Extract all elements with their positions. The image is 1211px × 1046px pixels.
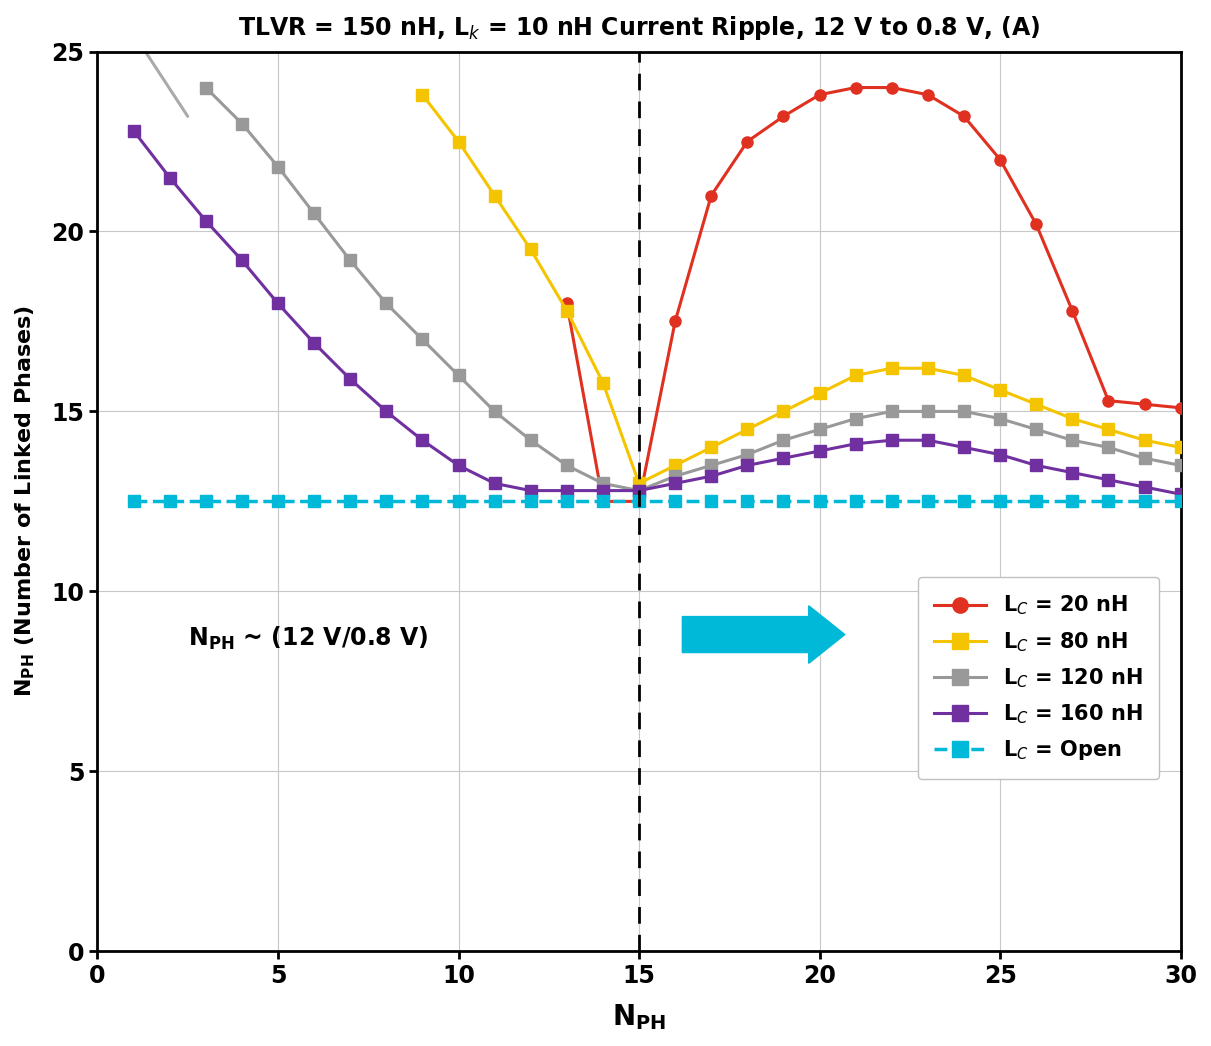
Y-axis label: $\mathbf{N_{PH}}$ (Number of Linked Phases): $\mathbf{N_{PH}}$ (Number of Linked Phas… <box>13 305 38 698</box>
Title: TLVR = 150 nH, L$_k$ = 10 nH Current Ripple, 12 V to 0.8 V, (A): TLVR = 150 nH, L$_k$ = 10 nH Current Rip… <box>237 14 1040 42</box>
FancyArrow shape <box>682 606 845 663</box>
X-axis label: $\mathbf{N_{PH}}$: $\mathbf{N_{PH}}$ <box>612 1002 666 1032</box>
Legend: L$_C$ = 20 nH, L$_C$ = 80 nH, L$_C$ = 120 nH, L$_C$ = 160 nH, L$_C$ = Open: L$_C$ = 20 nH, L$_C$ = 80 nH, L$_C$ = 12… <box>918 577 1159 779</box>
Text: $\mathbf{N_{PH}}$ ~ (12 V/0.8 V): $\mathbf{N_{PH}}$ ~ (12 V/0.8 V) <box>188 624 429 652</box>
